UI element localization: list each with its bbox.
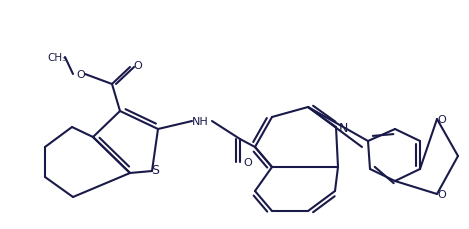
Text: CH₃: CH₃: [47, 53, 67, 63]
Text: O: O: [76, 70, 85, 80]
Text: O: O: [438, 114, 446, 124]
Text: NH: NH: [192, 117, 208, 126]
Text: S: S: [151, 163, 159, 176]
Text: O: O: [134, 61, 143, 71]
Text: N: N: [338, 121, 348, 134]
Text: O: O: [243, 157, 252, 167]
Text: O: O: [438, 189, 446, 199]
